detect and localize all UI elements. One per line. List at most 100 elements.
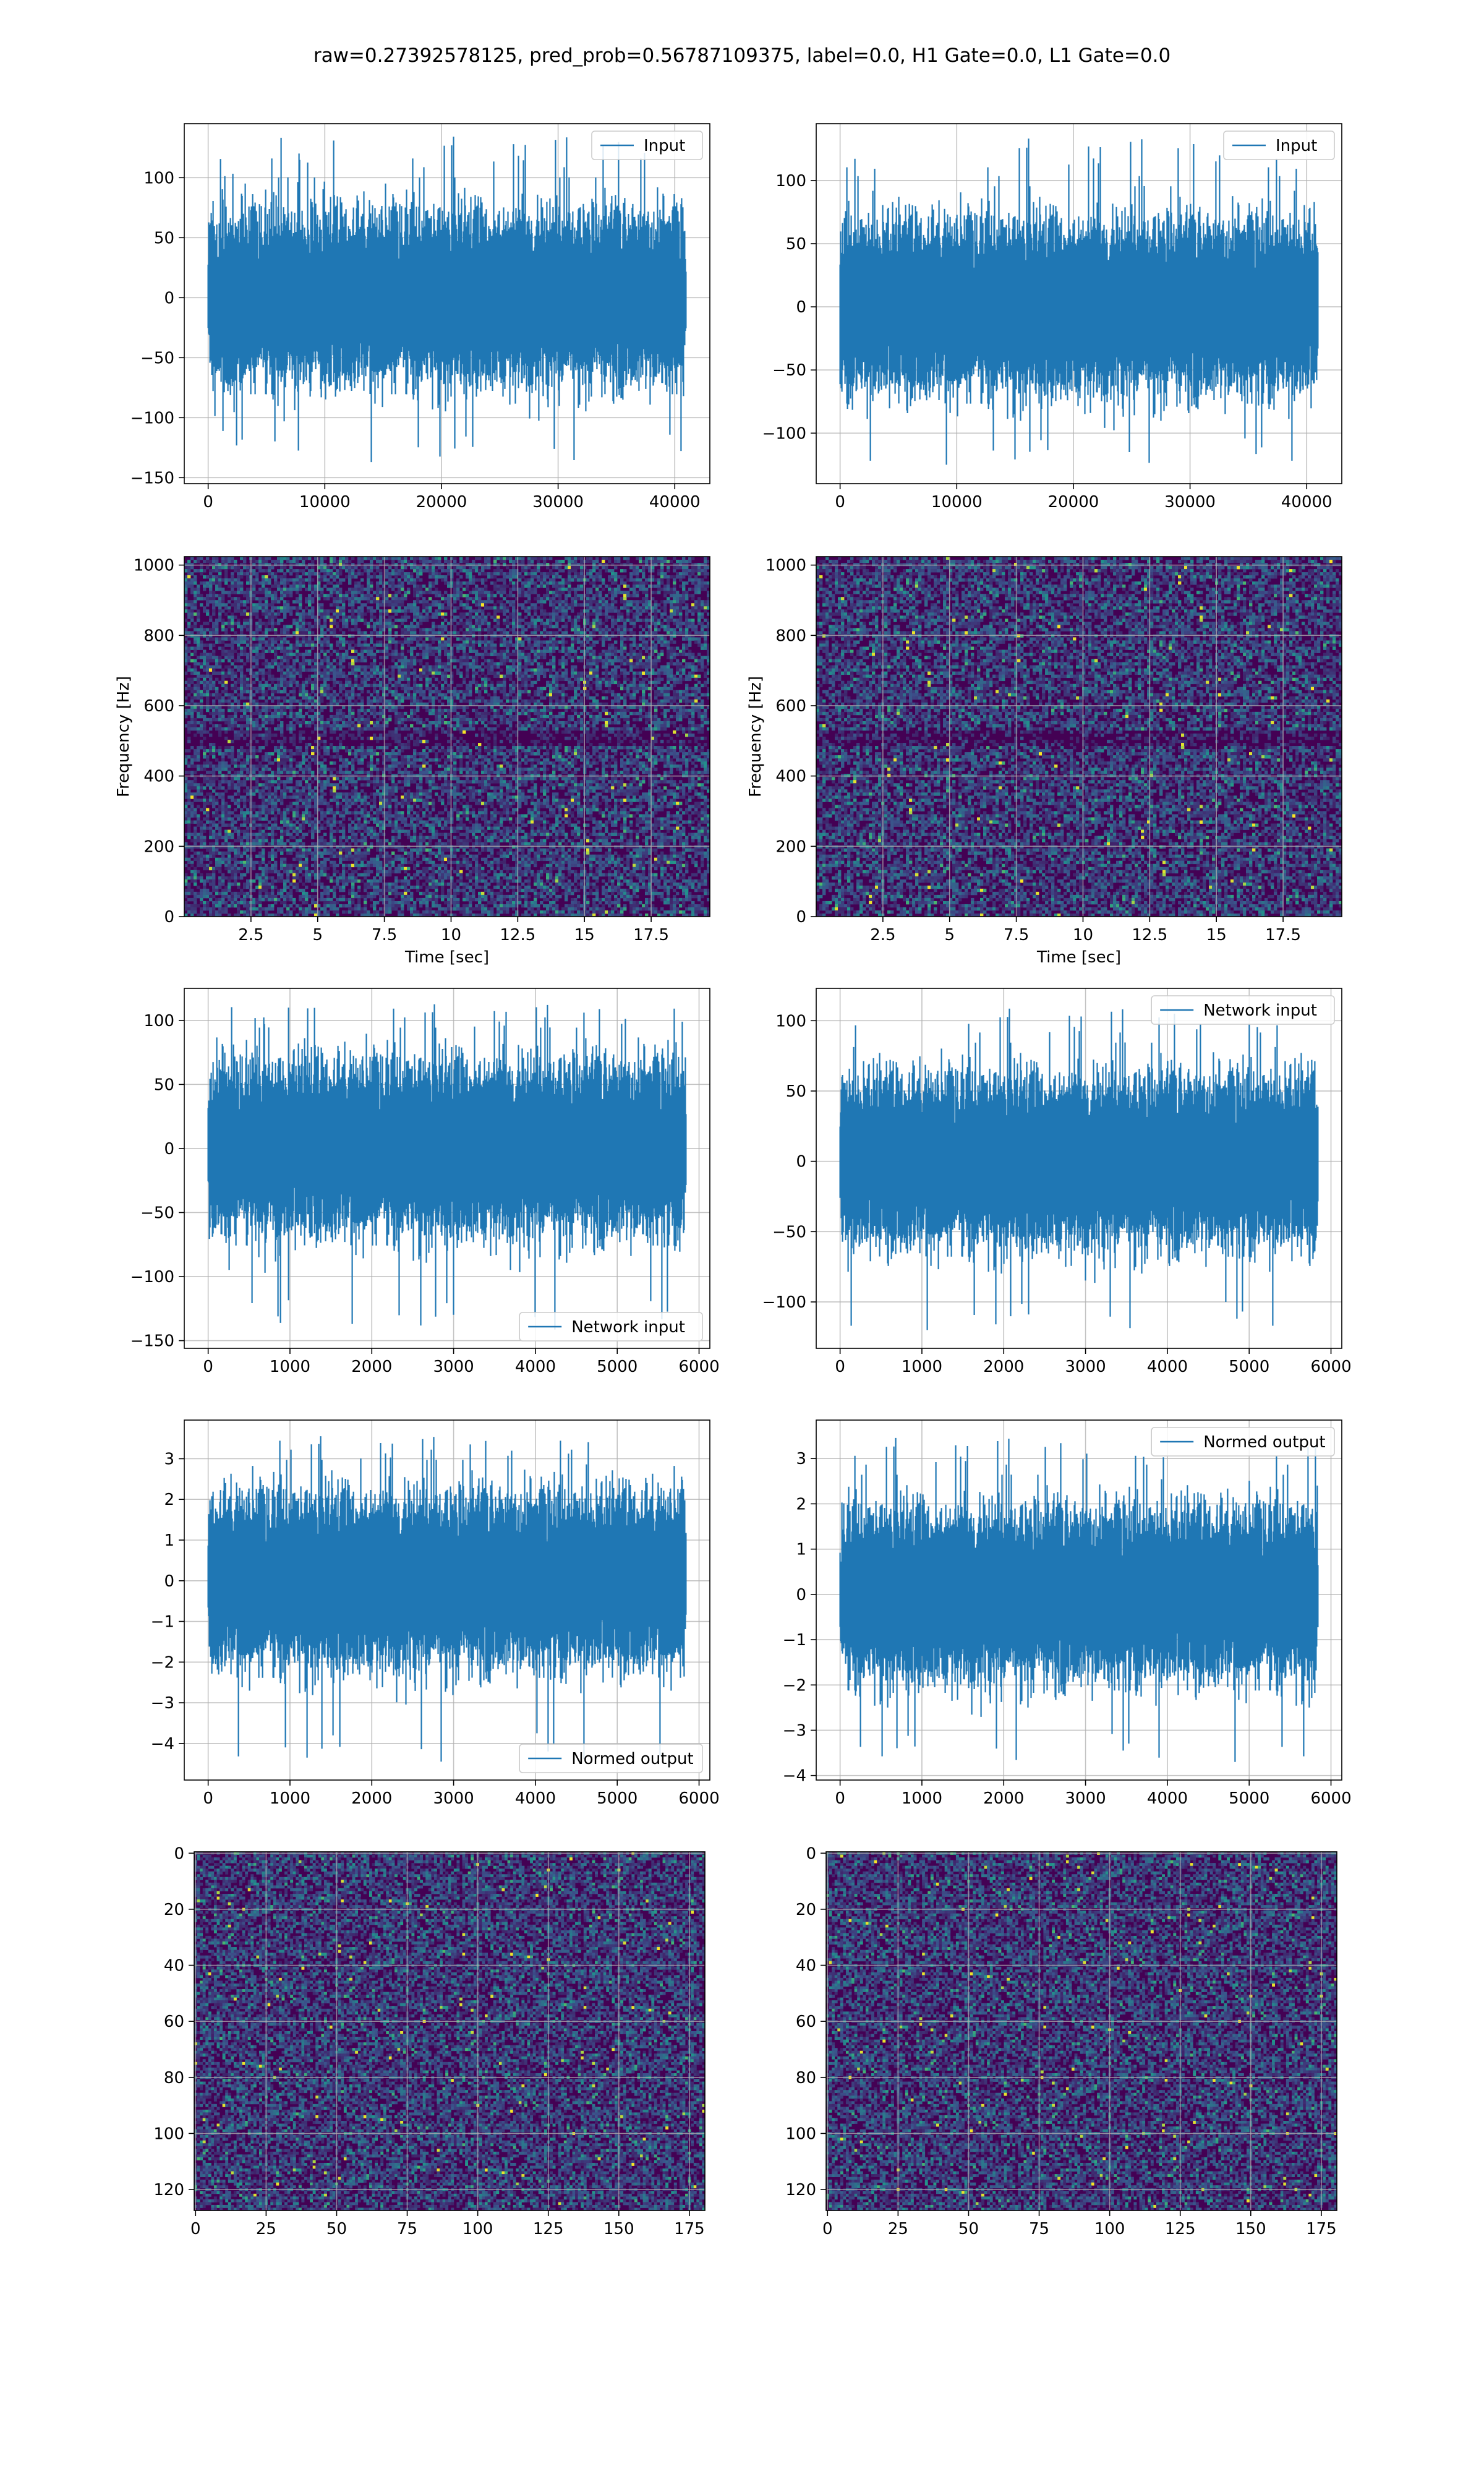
x-tick-label: 50	[326, 2220, 347, 2238]
y-tick-label: 0	[164, 1140, 174, 1158]
series-line-normed-output	[208, 1436, 686, 1761]
x-tick-label: 12.5	[1132, 926, 1167, 944]
x-tick-label: 0	[835, 493, 845, 511]
x-tick-label: 30000	[1164, 493, 1216, 511]
y-tick-label: −50	[140, 1204, 174, 1222]
x-tick-label: 0	[835, 1358, 845, 1376]
legend-label: Network input	[1203, 1001, 1317, 1020]
x-tick-label: 5000	[1229, 1358, 1269, 1376]
y-tick-label: 800	[775, 627, 806, 645]
x-tick-label: 175	[1306, 2220, 1337, 2238]
figure-canvas: raw=0.27392578125, pred_prob=0.567871093…	[0, 0, 1484, 2474]
x-tick-label: 125	[1165, 2220, 1196, 2238]
y-tick-label: 0	[174, 1844, 184, 1863]
subplot-spectrogram-h1: 2.5 5 7.5 10 12.5 15 17.502004006008001000Time…	[114, 557, 710, 967]
y-tick-label: 400	[143, 768, 174, 786]
x-tick-label: 10	[441, 926, 461, 944]
x-tick-label: 5000	[1229, 1789, 1269, 1808]
x-tick-label: 25	[888, 2220, 908, 2238]
y-tick-label: −100	[130, 409, 174, 427]
x-tick-label: 75	[1029, 2220, 1049, 2238]
x-tick-label: 1000	[270, 1789, 310, 1808]
y-tick-label: 120	[153, 2181, 184, 2199]
x-tick-label: 40000	[1281, 493, 1333, 511]
x-tick-label: 2000	[351, 1358, 392, 1376]
y-tick-label: 2	[796, 1495, 806, 1513]
y-tick-label: 600	[775, 697, 806, 716]
x-tick-label: 12.5	[500, 926, 535, 944]
subplot-network-input-l1: 0 1000 2000 3000 4000 5000 6000−100−50050100Ne…	[762, 988, 1352, 1376]
y-tick-label: 1	[796, 1541, 806, 1559]
legend-label: Input	[644, 137, 685, 155]
y-tick-label: 40	[164, 1957, 184, 1975]
y-tick-label: 600	[143, 697, 174, 716]
y-tick-label: 60	[164, 2013, 184, 2031]
y-tick-label: 80	[164, 2069, 184, 2087]
x-tick-label: 20000	[416, 493, 467, 511]
y-tick-label: −50	[772, 361, 806, 380]
y-tick-label: 1	[164, 1531, 174, 1550]
y-tick-label: 120	[785, 2181, 816, 2199]
x-tick-label: 150	[603, 2220, 634, 2238]
x-tick-label: 0	[203, 1358, 213, 1376]
y-tick-label: 0	[796, 1586, 806, 1604]
x-tick-label: 10	[1073, 926, 1093, 944]
legend-label: Network input	[571, 1318, 685, 1337]
x-tick-label: 3000	[433, 1358, 474, 1376]
x-tick-label: 0	[190, 2220, 201, 2238]
y-axis-label: Frequency [Hz]	[114, 676, 133, 797]
y-tick-label: 3	[796, 1450, 806, 1468]
y-tick-label: −4	[783, 1767, 806, 1786]
x-tick-label: 4000	[515, 1789, 556, 1808]
y-tick-label: −150	[130, 469, 174, 487]
x-tick-label: 1000	[902, 1358, 942, 1376]
y-tick-label: 100	[775, 172, 806, 190]
y-tick-label: 100	[143, 1012, 174, 1030]
x-tick-label: 25	[256, 2220, 276, 2238]
y-tick-label: −50	[772, 1223, 806, 1241]
y-tick-label: 0	[164, 289, 174, 307]
subplot-normed-output-h1: 0 1000 2000 3000 4000 5000 6000−4−3−2−10123Nor…	[151, 1420, 720, 1808]
y-tick-label: 200	[143, 837, 174, 856]
y-tick-label: −50	[140, 349, 174, 367]
y-tick-label: −4	[151, 1735, 174, 1753]
x-tick-label: 1000	[902, 1789, 942, 1808]
x-tick-label: 4000	[1147, 1358, 1188, 1376]
x-tick-label: 100	[463, 2220, 493, 2238]
y-tick-label: 0	[806, 1844, 816, 1863]
series-line-input	[840, 139, 1318, 464]
x-tick-label: 0	[203, 1789, 213, 1808]
x-tick-label: 10000	[931, 493, 983, 511]
x-tick-label: 2000	[983, 1789, 1024, 1808]
y-tick-label: 60	[796, 2013, 816, 2031]
y-tick-label: 80	[796, 2069, 816, 2087]
x-tick-label: 30000	[532, 493, 584, 511]
y-tick-label: 50	[154, 1076, 174, 1094]
y-tick-label: −100	[762, 1293, 806, 1312]
x-tick-label: 5	[312, 926, 323, 944]
y-tick-label: 100	[785, 2125, 816, 2143]
x-tick-label: 4000	[1147, 1789, 1188, 1808]
x-tick-label: 40000	[649, 493, 701, 511]
x-tick-label: 150	[1235, 2220, 1266, 2238]
y-tick-label: 100	[143, 169, 174, 187]
y-tick-label: 0	[164, 1572, 174, 1591]
y-axis-label: Frequency [Hz]	[746, 676, 765, 797]
subplot-input-h1: 0 10000 20000 30000 40000−150−100−50050100In…	[130, 124, 710, 511]
y-tick-label: 0	[796, 1153, 806, 1171]
x-axis-label: Time [sec]	[1036, 948, 1121, 967]
y-tick-label: 20	[164, 1901, 184, 1919]
y-tick-label: 400	[775, 768, 806, 786]
x-tick-label: 75	[397, 2220, 417, 2238]
y-tick-label: −1	[151, 1613, 174, 1632]
subplot-normed-output-l1: 0 1000 2000 3000 4000 5000 6000−4−3−2−10123Nor…	[783, 1420, 1352, 1808]
y-tick-label: −100	[130, 1268, 174, 1286]
x-tick-label: 3000	[1065, 1789, 1106, 1808]
x-tick-label: 5000	[597, 1789, 638, 1808]
legend-label: Normed output	[571, 1750, 693, 1768]
x-tick-label: 6000	[678, 1358, 719, 1376]
x-tick-label: 5	[944, 926, 955, 944]
